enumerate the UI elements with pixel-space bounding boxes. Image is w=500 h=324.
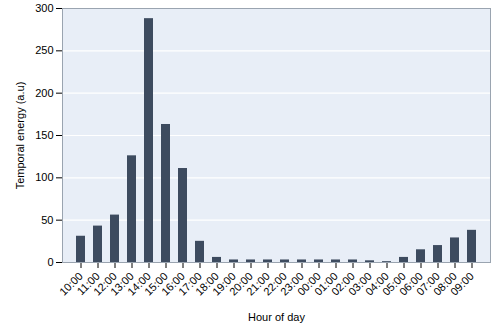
- svg-text:08:00: 08:00: [431, 269, 459, 298]
- svg-text:21:00: 21:00: [244, 269, 272, 298]
- svg-text:100: 100: [35, 171, 53, 183]
- svg-text:Hour of day: Hour of day: [248, 311, 305, 323]
- svg-text:50: 50: [41, 214, 53, 226]
- svg-text:14:00: 14:00: [125, 269, 153, 298]
- svg-text:02:00: 02:00: [329, 269, 357, 298]
- svg-text:07:00: 07:00: [414, 269, 442, 298]
- svg-text:250: 250: [35, 44, 53, 56]
- svg-text:23:00: 23:00: [278, 269, 306, 298]
- svg-text:01:00: 01:00: [312, 269, 340, 298]
- svg-text:200: 200: [35, 87, 53, 99]
- svg-text:17:00: 17:00: [176, 269, 204, 298]
- svg-text:16:00: 16:00: [159, 269, 187, 298]
- svg-text:12:00: 12:00: [91, 269, 119, 298]
- svg-text:04:00: 04:00: [363, 269, 391, 298]
- svg-text:13:00: 13:00: [108, 269, 136, 298]
- svg-text:Temporal energy (a.u): Temporal energy (a.u): [14, 82, 26, 190]
- svg-text:22:00: 22:00: [261, 269, 289, 298]
- svg-text:11:00: 11:00: [74, 269, 102, 298]
- svg-text:05:00: 05:00: [380, 269, 408, 298]
- svg-text:00:00: 00:00: [295, 269, 323, 298]
- svg-text:19:00: 19:00: [210, 269, 238, 298]
- svg-text:20:00: 20:00: [227, 269, 255, 298]
- svg-text:0: 0: [47, 256, 53, 268]
- svg-text:09:00: 09:00: [448, 270, 476, 298]
- svg-text:300: 300: [35, 2, 53, 14]
- svg-text:06:00: 06:00: [397, 269, 425, 298]
- svg-text:18:00: 18:00: [193, 269, 221, 298]
- svg-text:10:00: 10:00: [57, 269, 85, 298]
- svg-text:03:00: 03:00: [346, 269, 374, 298]
- svg-text:15:00: 15:00: [142, 269, 170, 298]
- svg-text:150: 150: [35, 129, 53, 141]
